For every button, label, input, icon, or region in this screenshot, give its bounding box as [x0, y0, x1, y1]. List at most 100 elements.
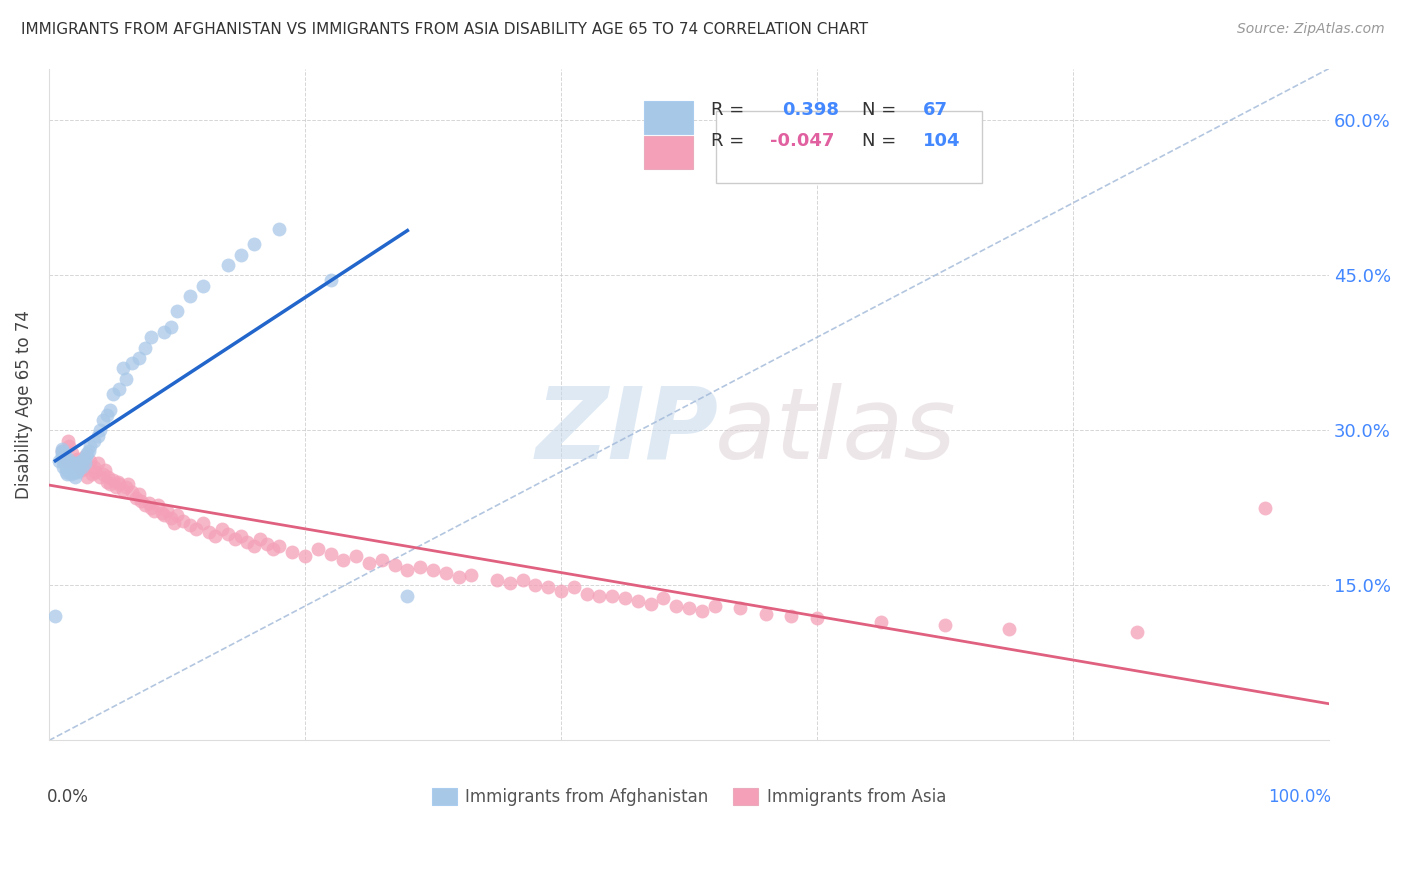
Point [83, 459, 105, 474]
Point [96, 475, 118, 489]
Point [640, 597, 662, 611]
Point [56, 459, 79, 474]
Point [870, 615, 893, 629]
Point [204, 529, 226, 543]
Point [58, 457, 80, 471]
Point [112, 483, 135, 498]
FancyBboxPatch shape [644, 101, 693, 135]
Point [104, 480, 127, 494]
Point [256, 537, 278, 551]
Point [159, 511, 181, 525]
Point [79, 454, 101, 468]
Point [217, 526, 239, 541]
Point [217, 258, 239, 272]
Point [51, 446, 73, 460]
Point [51, 442, 73, 456]
Point [51, 444, 73, 458]
Point [191, 516, 214, 531]
Point [806, 611, 828, 625]
Text: -0.047: -0.047 [769, 132, 834, 151]
Point [755, 607, 778, 622]
Point [53, 449, 76, 463]
Point [100, 402, 122, 417]
Point [236, 535, 259, 549]
Point [371, 552, 394, 566]
Point [575, 587, 598, 601]
Point [101, 387, 124, 401]
Point [51, 444, 73, 458]
Point [121, 485, 143, 500]
Point [51, 449, 73, 463]
Point [69, 457, 91, 471]
Point [60, 465, 83, 479]
Point [86, 428, 108, 442]
Point [73, 449, 96, 463]
Point [76, 446, 98, 460]
Point [281, 545, 304, 559]
Point [447, 570, 470, 584]
Point [94, 462, 117, 476]
Point [89, 470, 111, 484]
Point [59, 467, 82, 481]
Point [53, 446, 76, 460]
Text: 104: 104 [924, 132, 960, 151]
Point [56, 452, 79, 467]
Point [344, 549, 367, 564]
Point [242, 237, 264, 252]
Point [77, 444, 100, 458]
Point [396, 589, 419, 603]
Point [384, 558, 406, 572]
Point [89, 423, 111, 437]
Text: R =         0.398    N =     67
R =  -0.047    N =   104: R = 0.398 N = 67 R = -0.047 N = 104 [727, 122, 972, 172]
Point [166, 508, 188, 522]
Point [562, 581, 585, 595]
Text: IMMIGRANTS FROM AFGHANISTAN VS IMMIGRANTS FROM ASIA DISABILITY AGE 65 TO 74 CORR: IMMIGRANTS FROM AFGHANISTAN VS IMMIGRANT… [21, 22, 869, 37]
Text: R =: R = [711, 132, 744, 151]
Point [63, 465, 86, 479]
Point [627, 594, 650, 608]
Point [65, 459, 87, 474]
Point [55, 459, 77, 474]
Point [134, 341, 156, 355]
Point [52, 454, 75, 468]
Point [67, 462, 90, 476]
Point [332, 552, 354, 566]
Point [79, 439, 101, 453]
Point [780, 609, 803, 624]
Point [153, 508, 176, 522]
Point [58, 459, 80, 474]
Point [499, 576, 522, 591]
Point [56, 457, 79, 471]
Point [56, 462, 79, 476]
Point [166, 304, 188, 318]
Text: 100.0%: 100.0% [1268, 788, 1331, 805]
Point [198, 524, 221, 539]
Point [96, 408, 118, 422]
Point [73, 457, 96, 471]
Point [84, 465, 107, 479]
Point [108, 477, 131, 491]
Point [409, 559, 432, 574]
Point [114, 371, 136, 385]
Point [117, 477, 139, 491]
Y-axis label: Disability Age 65 to 74: Disability Age 65 to 74 [15, 310, 32, 499]
Point [652, 591, 675, 605]
Point [128, 487, 150, 501]
Point [588, 589, 610, 603]
Text: 67: 67 [924, 101, 948, 119]
Point [125, 491, 148, 505]
Point [62, 457, 84, 471]
Point [262, 542, 284, 557]
Point [163, 516, 186, 531]
Point [100, 477, 122, 491]
Point [66, 459, 89, 474]
Point [141, 500, 163, 515]
Point [60, 459, 83, 474]
Point [224, 532, 246, 546]
Point [128, 351, 150, 365]
FancyBboxPatch shape [644, 136, 693, 169]
Point [86, 457, 108, 471]
Point [690, 604, 713, 618]
Point [65, 457, 87, 471]
Point [665, 599, 688, 613]
